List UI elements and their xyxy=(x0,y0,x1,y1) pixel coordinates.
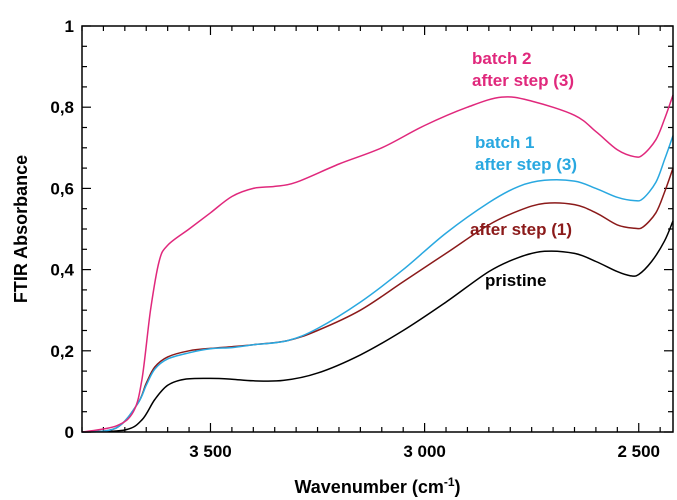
x-axis-title: Wavenumber (cm-1) xyxy=(294,475,460,497)
series-labels: pristine after step (1) batch 1 after step … xyxy=(470,49,577,290)
series-label-batch-2-after-step-3: after step (3) xyxy=(472,71,574,90)
y-tick-label: 0 xyxy=(65,423,74,442)
x-axis-title-main: Wavenumber (cm xyxy=(294,477,443,497)
x-axis-title-suffix: ) xyxy=(455,477,461,497)
series-label-batch-2-after-step-3: batch 2 xyxy=(472,49,532,68)
axis-ticks xyxy=(81,25,673,433)
y-tick-label: 0,2 xyxy=(50,342,74,361)
series-label-pristine: pristine xyxy=(485,271,546,290)
x-tick-label: 2 500 xyxy=(617,442,660,461)
x-tick-label: 3 500 xyxy=(189,442,232,461)
y-tick-label: 0,4 xyxy=(50,261,74,280)
series-line-after-step-1 xyxy=(81,167,674,433)
series-label-batch-1-after-step-3: batch 1 xyxy=(475,133,535,152)
series-line-pristine xyxy=(81,220,674,433)
plot-frame xyxy=(81,25,674,433)
y-tick-label: 1 xyxy=(65,17,74,36)
y-axis-title: FTIR Absorbance xyxy=(11,155,31,303)
y-tick-label: 0,6 xyxy=(50,179,74,198)
x-tick-label: 3 000 xyxy=(403,442,446,461)
x-axis-title-sup: -1 xyxy=(444,475,455,489)
series-line-batch-1-after-step-3 xyxy=(81,135,674,433)
tick-labels: 3 500 3 000 2 500 0 0,2 0,4 0,6 0,8 1 xyxy=(50,17,660,461)
series-label-batch-1-after-step-3: after step (3) xyxy=(475,155,577,174)
series-line-batch-2-after-step-3 xyxy=(81,94,674,433)
series-label-after-step-1: after step (1) xyxy=(470,220,572,239)
series-lines xyxy=(81,94,674,433)
y-tick-label: 0,8 xyxy=(50,98,74,117)
